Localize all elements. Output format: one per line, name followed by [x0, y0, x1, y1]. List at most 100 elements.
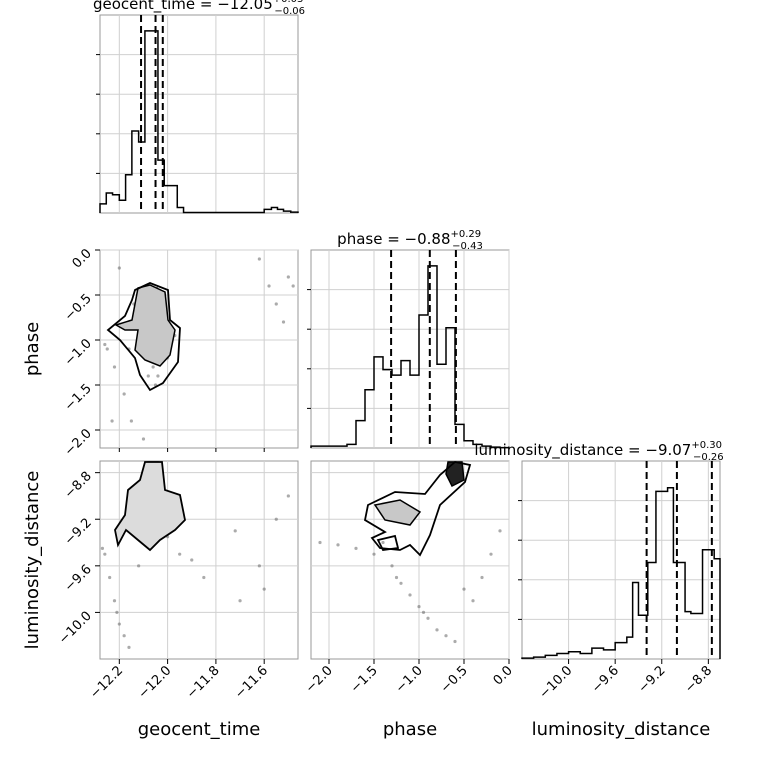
title-minus: −0.43: [452, 241, 483, 252]
sample-point: [156, 374, 160, 378]
sample-point: [122, 392, 126, 396]
y-axis-label-luminosity_distance: luminosity_distance: [22, 471, 43, 650]
sample-point: [281, 320, 286, 324]
sample-point: [421, 610, 426, 615]
title-prefix: phase = −0.88: [337, 230, 450, 248]
title-plus: +0.30: [691, 440, 722, 451]
title-luminosity_distance: luminosity_distance = −9.07+0.30 −0.26: [474, 440, 723, 463]
hist-panel-phase: phase = −0.88+0.29 −0.43: [307, 229, 510, 449]
sample-point: [318, 540, 322, 545]
x-tick-label: −1.0: [393, 663, 426, 696]
scatter-panel-phase-luminosity_distance: [310, 460, 510, 660]
sample-point: [498, 529, 502, 533]
sample-point: [122, 634, 126, 638]
contour-mid: [114, 284, 176, 367]
x-tick-label: −9.2: [636, 663, 669, 696]
sample-point: [103, 342, 107, 347]
sample-point: [178, 552, 182, 556]
sample-point: [453, 639, 457, 644]
sample-point: [489, 552, 493, 556]
sample-point: [444, 634, 448, 638]
panel-frame: [99, 14, 299, 214]
sample-point: [105, 347, 109, 351]
sample-point: [417, 604, 421, 609]
sample-point: [117, 266, 121, 270]
sample-point: [426, 616, 430, 620]
x-tick-label: −8.8: [682, 663, 715, 696]
contour-outer: [376, 534, 400, 551]
sample-point: [115, 610, 119, 615]
sample-point: [435, 628, 439, 632]
y-tick-label: −0.5: [62, 291, 95, 324]
hist-panel-luminosity_distance: luminosity_distance = −9.07+0.30 −0.26: [474, 440, 724, 660]
sample-point: [112, 365, 117, 369]
title-minus: −0.06: [274, 6, 305, 17]
sample-point: [137, 564, 141, 568]
title-geocent_time: geocent_time = −12.05+0.03−0.06: [93, 0, 305, 17]
sample-point: [394, 575, 399, 580]
sample-point: [471, 599, 475, 603]
sample-point: [141, 437, 146, 441]
sample-point: [262, 587, 266, 591]
sample-point: [103, 552, 107, 556]
sample-point: [399, 581, 403, 585]
sample-point: [291, 284, 295, 288]
sample-point: [408, 593, 412, 597]
title-prefix: luminosity_distance = −9.07: [474, 441, 691, 460]
x-tick-label: −9.6: [589, 663, 622, 696]
sample-point: [267, 284, 271, 288]
sample-point: [257, 257, 261, 261]
sample-point: [238, 599, 242, 603]
contour-outer: [106, 282, 181, 392]
y-tick-label: −9.6: [62, 562, 95, 595]
sample-point: [354, 546, 358, 550]
sample-point: [274, 302, 278, 306]
x-tick-label: −12.2: [87, 663, 126, 702]
sample-point: [381, 540, 385, 545]
sample-point: [129, 419, 133, 423]
contour-inner: [445, 461, 465, 488]
sample-point: [462, 587, 466, 591]
x-tick-label: −2.0: [303, 663, 336, 696]
histogram-phase: [310, 265, 510, 449]
sample-point: [390, 564, 394, 568]
y-tick-label: −1.5: [62, 381, 95, 414]
x-tick-label: −10.0: [537, 663, 576, 702]
scatter-panel-geocent_time-phase: [99, 249, 299, 449]
y-tick-label: −9.2: [62, 515, 95, 548]
title-minus: −0.26: [693, 452, 724, 463]
y-tick-label: −2.0: [62, 426, 95, 459]
title-phase: phase = −0.88+0.29 −0.43: [337, 229, 483, 252]
plot-root: geocent_time = −12.05+0.03−0.06 phase = −…: [22, 0, 724, 740]
sample-point: [286, 275, 290, 279]
histogram-geocent_time: [99, 30, 299, 214]
sample-point: [190, 558, 194, 562]
sample-point: [108, 575, 112, 580]
hist-panel-geocent_time: geocent_time = −12.05+0.03−0.06: [93, 0, 305, 214]
x-axis-label-geocent_time: geocent_time: [138, 719, 261, 740]
y-tick-label: −10.0: [56, 609, 95, 648]
scatter-panel-geocent_time-luminosity_distance: [99, 460, 299, 660]
x-tick-label: −11.6: [232, 663, 271, 702]
x-axis-label-luminosity_distance: luminosity_distance: [532, 719, 711, 740]
panel-frame: [99, 249, 299, 449]
sample-point: [146, 374, 150, 378]
sample-point: [151, 365, 155, 369]
sample-point: [233, 529, 237, 533]
sample-point: [127, 645, 131, 649]
sample-point: [274, 517, 278, 521]
sample-point: [117, 622, 121, 626]
sample-point: [336, 543, 340, 547]
histogram-luminosity_distance: [521, 487, 721, 659]
sample-point: [100, 546, 105, 550]
y-tick-label: 0.0: [70, 246, 95, 271]
title-plus: +0.29: [451, 229, 482, 240]
sample-point: [372, 552, 376, 556]
title-prefix: geocent_time = −12.05: [93, 0, 273, 14]
contour-outer: [363, 461, 472, 557]
panel-frame: [310, 460, 510, 660]
title-plus: +0.03: [273, 0, 304, 5]
y-tick-label: −1.0: [62, 336, 95, 369]
x-tick-label: 0.0: [491, 663, 516, 688]
